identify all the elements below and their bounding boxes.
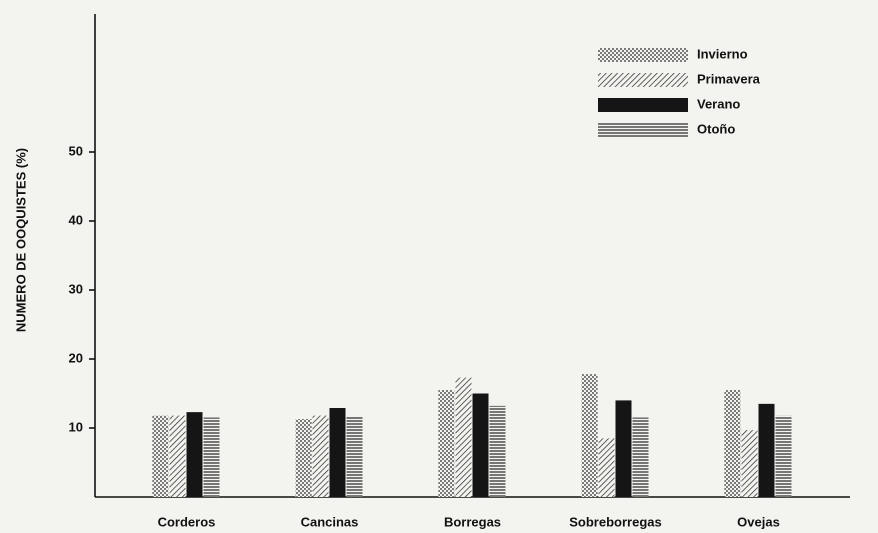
- legend-label: Primavera: [697, 71, 761, 86]
- bar: [598, 438, 615, 497]
- bar: [295, 419, 312, 497]
- bar: [615, 400, 632, 497]
- bar: [438, 390, 455, 497]
- x-tick-label: Cancinas: [301, 514, 359, 529]
- bar: [741, 430, 758, 497]
- bar: [489, 405, 506, 497]
- bar: [455, 377, 472, 497]
- y-tick-label: 30: [69, 281, 83, 296]
- legend-label: Otoño: [697, 121, 735, 136]
- y-tick-label: 20: [69, 350, 83, 365]
- bar: [632, 417, 649, 497]
- bar: [758, 403, 775, 497]
- bar: [203, 417, 220, 497]
- x-tick-label: Sobreborregas: [569, 514, 661, 529]
- x-tick-label: Ovejas: [737, 514, 780, 529]
- bar: [312, 415, 329, 497]
- bar: [472, 393, 489, 497]
- bar: [346, 416, 363, 497]
- legend-swatch: [598, 123, 688, 137]
- legend-label: Verano: [697, 96, 740, 111]
- bar: [581, 374, 598, 497]
- y-axis-label: NUMERO DE OOQUISTES (%): [13, 148, 28, 332]
- legend-swatch: [598, 73, 688, 87]
- bar: [186, 412, 203, 497]
- x-tick-label: Borregas: [444, 514, 501, 529]
- y-tick-label: 10: [69, 419, 83, 434]
- x-tick-label: Corderos: [158, 514, 216, 529]
- legend-label: Invierno: [697, 46, 748, 61]
- y-tick-label: 50: [69, 143, 83, 158]
- legend-swatch: [598, 48, 688, 62]
- bar: [775, 415, 792, 497]
- y-tick-label: 40: [69, 212, 83, 227]
- bar: [152, 415, 169, 497]
- legend-swatch: [598, 98, 688, 112]
- bar: [724, 390, 741, 497]
- bar: [329, 407, 346, 497]
- bar: [169, 415, 186, 497]
